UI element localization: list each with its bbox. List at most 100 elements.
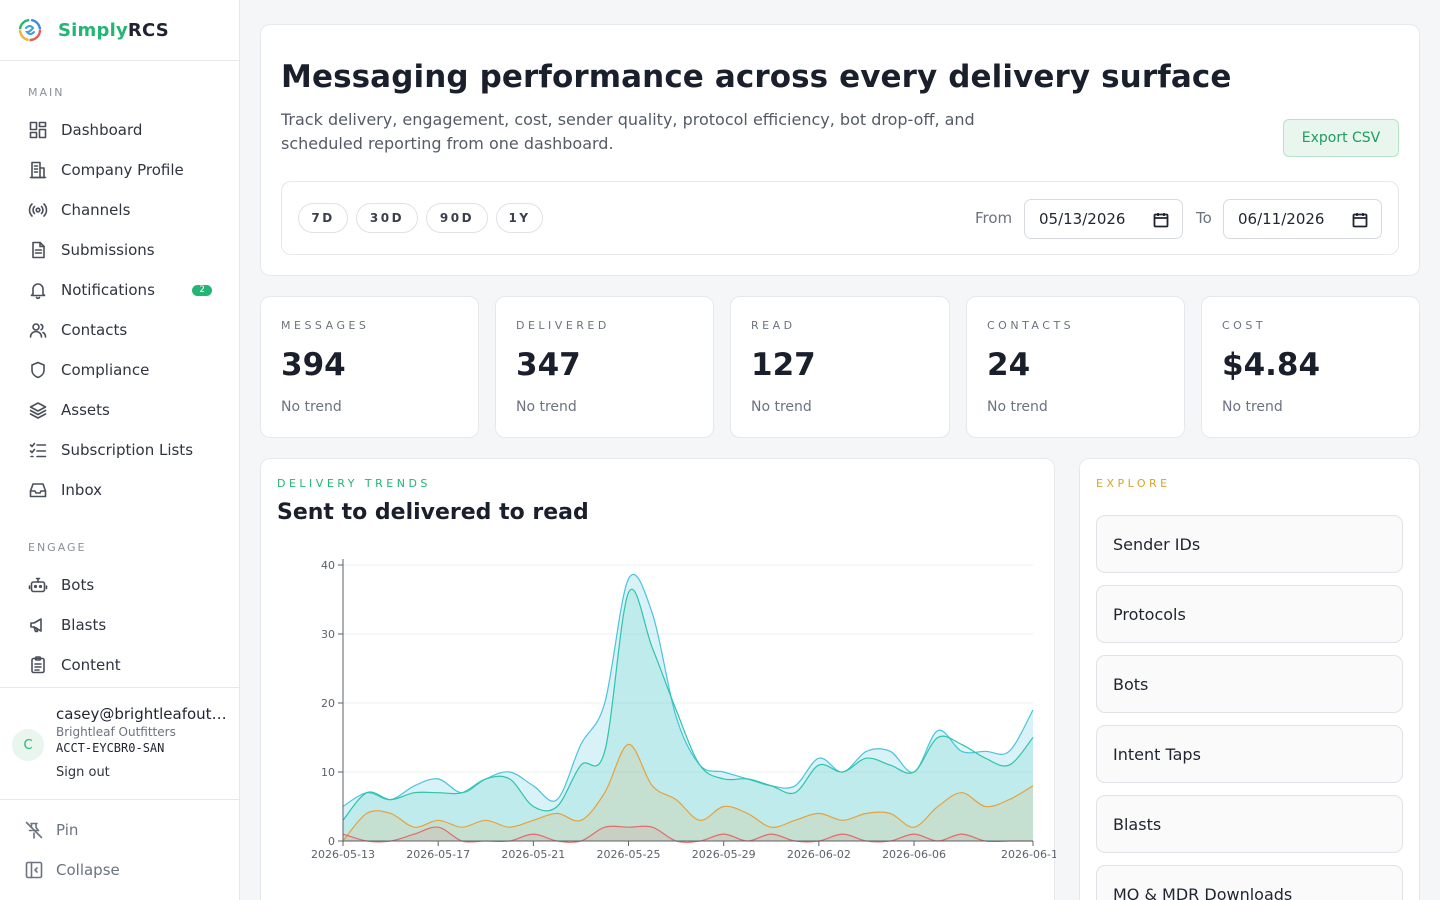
sidebar-item-assets[interactable]: Assets [18, 392, 222, 428]
bot-icon [28, 577, 48, 593]
sidebar-item-label: Notifications [61, 281, 155, 299]
brand-logo-icon [18, 18, 42, 42]
section-eyebrow: DELIVERY TRENDS [277, 477, 431, 490]
avatar[interactable]: C [12, 729, 44, 761]
y-tick-label: 0 [328, 835, 335, 848]
sidebar-item-label: Submissions [61, 241, 155, 259]
stat-value: $4.84 [1222, 347, 1321, 383]
stat-trend: No trend [1222, 399, 1283, 415]
range-chip-7d[interactable]: 7D [298, 203, 348, 233]
sidebar-item-compliance[interactable]: Compliance [18, 352, 222, 388]
date-range-bar: 7D 30D 90D 1Y From 05/13/2026 To 06/11/2… [281, 181, 1399, 255]
sidebar-item-submissions[interactable]: Submissions [18, 232, 222, 268]
explore-card: EXPLORE Sender IDs Protocols Bots Intent… [1079, 458, 1420, 900]
stat-label: DELIVERED [516, 319, 610, 332]
collapse-label: Collapse [56, 861, 120, 879]
brand-name: SimplyRCS [58, 20, 169, 41]
sidebar-item-dashboard[interactable]: Dashboard [18, 112, 222, 148]
stat-trend: No trend [516, 399, 577, 415]
user-org: Brightleaf Outfitters [56, 725, 176, 739]
shield-icon [31, 361, 45, 379]
explore-item-bots[interactable]: Bots [1096, 655, 1403, 713]
y-tick-label: 40 [321, 559, 335, 572]
sidebar-item-label: Blasts [61, 616, 107, 634]
sidebar-item-bots[interactable]: Bots [18, 567, 222, 603]
sidebar-item-blasts[interactable]: Blasts [18, 607, 222, 643]
pin-button[interactable]: Pin [24, 815, 78, 845]
nav-section-engage: ENGAGE [28, 541, 87, 554]
to-date-input[interactable]: 06/11/2026 [1223, 199, 1382, 239]
sidebar-collapse-icon [25, 861, 43, 879]
stat-trend: No trend [281, 399, 342, 415]
stat-label: READ [751, 319, 796, 332]
delivered-series-area [343, 589, 1033, 841]
sidebar-item-inbox[interactable]: Inbox [18, 472, 222, 508]
from-date-input[interactable]: 05/13/2026 [1024, 199, 1183, 239]
sidebar-item-company-profile[interactable]: Company Profile [18, 152, 222, 188]
header-card: Messaging performance across every deliv… [260, 24, 1420, 276]
delivery-trend-chart: 0 10 20 30 40 2026-05-13 2026-05-17 2026-05-21 2… [311, 559, 1056, 861]
pin-label: Pin [56, 821, 79, 839]
x-tick-label: 2026-06-06 [882, 848, 946, 861]
sidebar-item-contacts[interactable]: Contacts [18, 312, 222, 348]
sidebar-item-label: Dashboard [61, 121, 143, 139]
read-series-area [343, 744, 1033, 841]
stat-card-delivered: DELIVERED 347 No trend [495, 296, 714, 438]
user-panel: C casey@brightleafoutfitters.com Brightl… [0, 687, 239, 800]
sidebar-item-label: Bots [61, 576, 95, 594]
explore-item-protocols[interactable]: Protocols [1096, 585, 1403, 643]
sidebar-item-subscription-lists[interactable]: Subscription Lists [18, 432, 222, 468]
stat-value: 394 [281, 347, 346, 383]
export-csv-button[interactable]: Export CSV [1283, 119, 1399, 157]
stat-card-cost: COST $4.84 No trend [1201, 296, 1420, 438]
x-tick-label: 2026-06-11 [1001, 848, 1056, 861]
range-chip-90d[interactable]: 90D [426, 203, 488, 233]
x-tick-label: 2026-05-29 [692, 848, 756, 861]
sidebar-item-channels[interactable]: Channels [18, 192, 222, 228]
delivery-trends-card: DELIVERY TRENDS Sent to delivered to rea… [260, 458, 1056, 900]
page-title: Messaging performance across every deliv… [281, 59, 1232, 95]
sidebar: SimplyRCS MAIN Dashboard Company Profile… [0, 0, 240, 900]
bell-icon [30, 283, 46, 300]
sidebar-item-content[interactable]: Content [18, 647, 222, 683]
nav-section-main: MAIN [28, 86, 65, 99]
x-tick-label: 2026-06-02 [787, 848, 851, 861]
section-eyebrow: EXPLORE [1096, 477, 1171, 490]
explore-item-blasts[interactable]: Blasts [1096, 795, 1403, 853]
chart-title: Sent to delivered to read [277, 500, 589, 525]
x-tick-label: 2026-05-13 [311, 848, 375, 861]
stat-label: MESSAGES [281, 319, 370, 332]
failed-series-line [342, 825, 1033, 843]
sidebar-item-label: Channels [61, 201, 131, 219]
inbox-icon [29, 483, 47, 498]
brand-name-part: RCS [127, 19, 169, 41]
explore-item-mo-mdr-downloads[interactable]: MO & MDR Downloads [1096, 865, 1403, 900]
document-icon [32, 241, 45, 259]
page-subtitle: Track delivery, engagement, cost, sender… [281, 110, 975, 153]
range-chip-1y[interactable]: 1Y [496, 203, 543, 233]
stat-card-read: READ 127 No trend [730, 296, 950, 438]
x-tick-label: 2026-05-17 [406, 848, 470, 861]
sign-out-link[interactable]: Sign out [56, 765, 110, 780]
sidebar-item-label: Content [61, 656, 121, 674]
pin-off-icon [25, 821, 43, 839]
x-tick-label: 2026-05-21 [501, 848, 565, 861]
user-email: casey@brightleafoutfitters.com [56, 705, 228, 723]
from-label: From [975, 209, 1013, 227]
sidebar-item-notifications[interactable]: Notifications 2 [18, 272, 222, 308]
building-icon [29, 161, 47, 179]
collapse-button[interactable]: Collapse [24, 855, 120, 885]
explore-item-sender-ids[interactable]: Sender IDs [1096, 515, 1403, 573]
to-date-value: 06/11/2026 [1238, 210, 1325, 228]
stat-trend: No trend [987, 399, 1048, 415]
y-tick-label: 20 [321, 697, 335, 710]
users-icon [29, 323, 47, 338]
dashboard-icon [29, 121, 47, 139]
y-tick-label: 10 [321, 766, 335, 779]
range-chip-30d[interactable]: 30D [356, 203, 418, 233]
calendar-icon [1153, 213, 1169, 228]
sidebar-item-label: Subscription Lists [61, 441, 194, 459]
brand[interactable]: SimplyRCS [0, 0, 239, 61]
stat-card-contacts: CONTACTS 24 No trend [966, 296, 1185, 438]
explore-item-intent-taps[interactable]: Intent Taps [1096, 725, 1403, 783]
